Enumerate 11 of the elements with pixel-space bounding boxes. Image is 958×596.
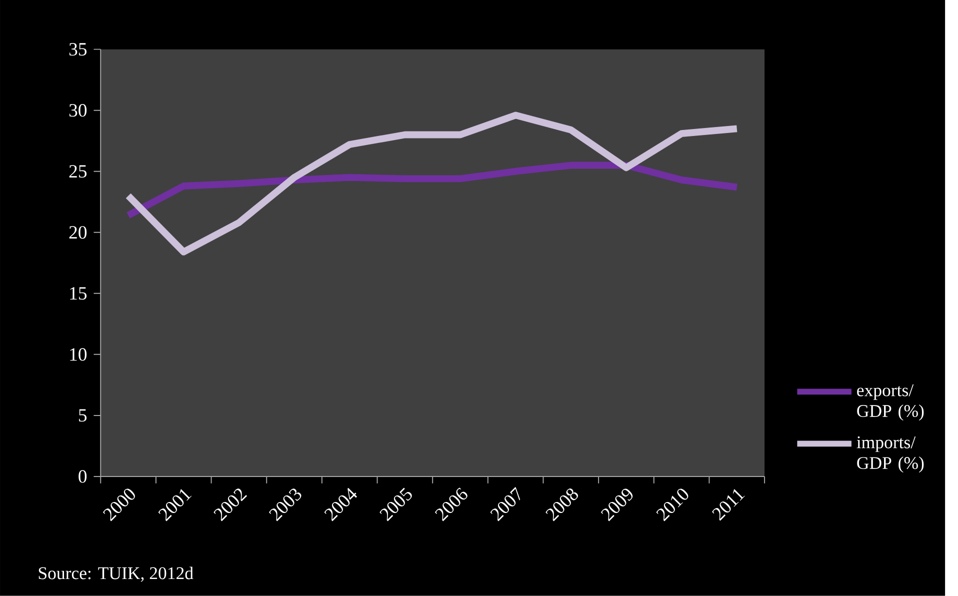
- legend-label: exports/ GDP (%): [857, 384, 924, 421]
- source-note: Source: TUIK, 2012d: [38, 566, 194, 582]
- y-tick-label: 0: [78, 470, 87, 483]
- y-tick-label: 20: [69, 226, 87, 239]
- y-tick-label: 15: [70, 287, 87, 300]
- y-tick-label: 10: [70, 348, 87, 361]
- y-tick-label: 30: [69, 104, 87, 117]
- y-tick-label: 25: [69, 165, 87, 178]
- legend-label: imports/ GDP (%): [856, 436, 924, 473]
- y-tick-label: 35: [69, 43, 87, 56]
- y-tick-label: 5: [78, 409, 87, 422]
